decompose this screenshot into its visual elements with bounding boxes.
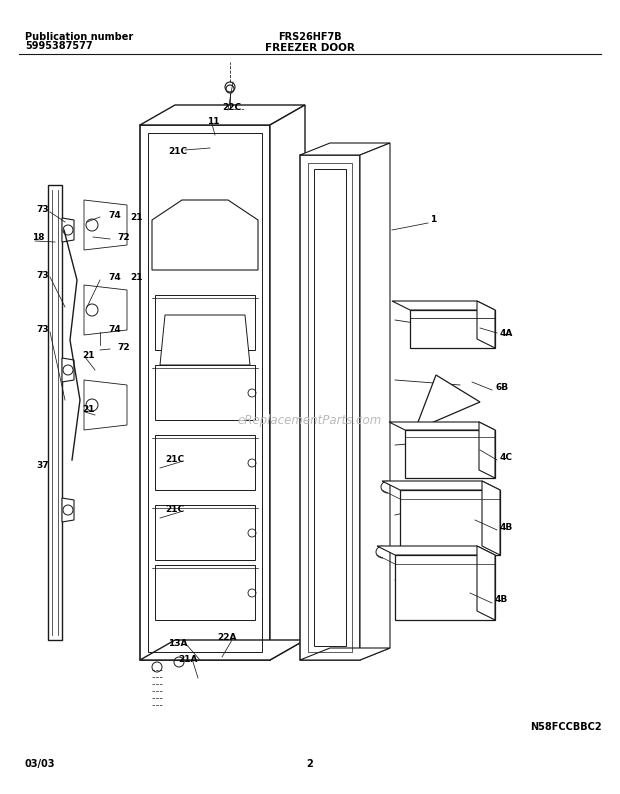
Text: 21C: 21C <box>165 506 184 515</box>
Polygon shape <box>48 185 62 640</box>
Polygon shape <box>405 430 495 478</box>
Text: 21: 21 <box>130 214 143 222</box>
Polygon shape <box>140 125 270 660</box>
Text: FRS26HF7B: FRS26HF7B <box>278 32 342 41</box>
Text: 21: 21 <box>82 350 94 360</box>
Text: eReplacementParts.com: eReplacementParts.com <box>238 414 382 427</box>
Text: 22A: 22A <box>217 634 236 642</box>
Text: 72: 72 <box>117 233 130 241</box>
Bar <box>155 295 255 350</box>
Bar <box>155 365 255 420</box>
Polygon shape <box>300 155 360 660</box>
Polygon shape <box>482 481 500 555</box>
Polygon shape <box>62 498 74 522</box>
Polygon shape <box>377 546 495 555</box>
Text: 74: 74 <box>108 210 121 219</box>
Text: 73: 73 <box>36 271 48 279</box>
Text: 4B: 4B <box>495 596 508 604</box>
Polygon shape <box>479 422 495 478</box>
Text: 74: 74 <box>108 273 121 283</box>
Text: 4B: 4B <box>500 523 513 533</box>
Polygon shape <box>400 490 500 555</box>
Polygon shape <box>140 105 305 125</box>
Polygon shape <box>300 143 390 155</box>
Polygon shape <box>392 301 495 310</box>
Text: 1: 1 <box>430 215 436 225</box>
Text: 4C: 4C <box>500 453 513 462</box>
Polygon shape <box>360 143 390 660</box>
Polygon shape <box>410 310 495 348</box>
Text: 37: 37 <box>36 461 48 469</box>
Text: 13A: 13A <box>168 638 187 647</box>
Text: 72: 72 <box>117 342 130 352</box>
Polygon shape <box>382 481 500 490</box>
Text: 74: 74 <box>108 326 121 334</box>
Text: 4A: 4A <box>500 329 513 337</box>
Text: 21: 21 <box>130 273 143 283</box>
Text: 73: 73 <box>36 326 48 334</box>
Polygon shape <box>62 218 74 242</box>
Polygon shape <box>84 380 127 430</box>
Text: 22C: 22C <box>222 103 241 113</box>
Text: Publication number: Publication number <box>25 32 133 41</box>
Polygon shape <box>152 200 258 270</box>
Bar <box>155 435 255 490</box>
Text: 21C: 21C <box>168 148 187 156</box>
Polygon shape <box>84 285 127 335</box>
Text: 21C: 21C <box>165 456 184 464</box>
Polygon shape <box>477 546 495 620</box>
Polygon shape <box>477 301 495 348</box>
Polygon shape <box>62 358 74 382</box>
Bar <box>155 505 255 560</box>
Text: 2: 2 <box>307 759 313 769</box>
Text: 18: 18 <box>32 233 45 242</box>
Polygon shape <box>160 315 250 365</box>
Polygon shape <box>84 200 127 250</box>
Polygon shape <box>140 640 305 660</box>
Text: 21: 21 <box>82 406 94 414</box>
Polygon shape <box>389 422 495 430</box>
Text: N58FCCBBC2: N58FCCBBC2 <box>529 722 601 731</box>
Text: 73: 73 <box>36 206 48 214</box>
Text: 6B: 6B <box>495 383 508 391</box>
Text: 03/03: 03/03 <box>25 759 55 769</box>
Polygon shape <box>415 375 480 430</box>
Text: 11: 11 <box>207 118 219 126</box>
Text: 21A: 21A <box>178 656 198 665</box>
Bar <box>155 565 255 620</box>
Text: FREEZER DOOR: FREEZER DOOR <box>265 43 355 52</box>
Text: 5995387577: 5995387577 <box>25 41 92 51</box>
Polygon shape <box>300 648 390 660</box>
Polygon shape <box>395 555 495 620</box>
Polygon shape <box>270 105 305 660</box>
